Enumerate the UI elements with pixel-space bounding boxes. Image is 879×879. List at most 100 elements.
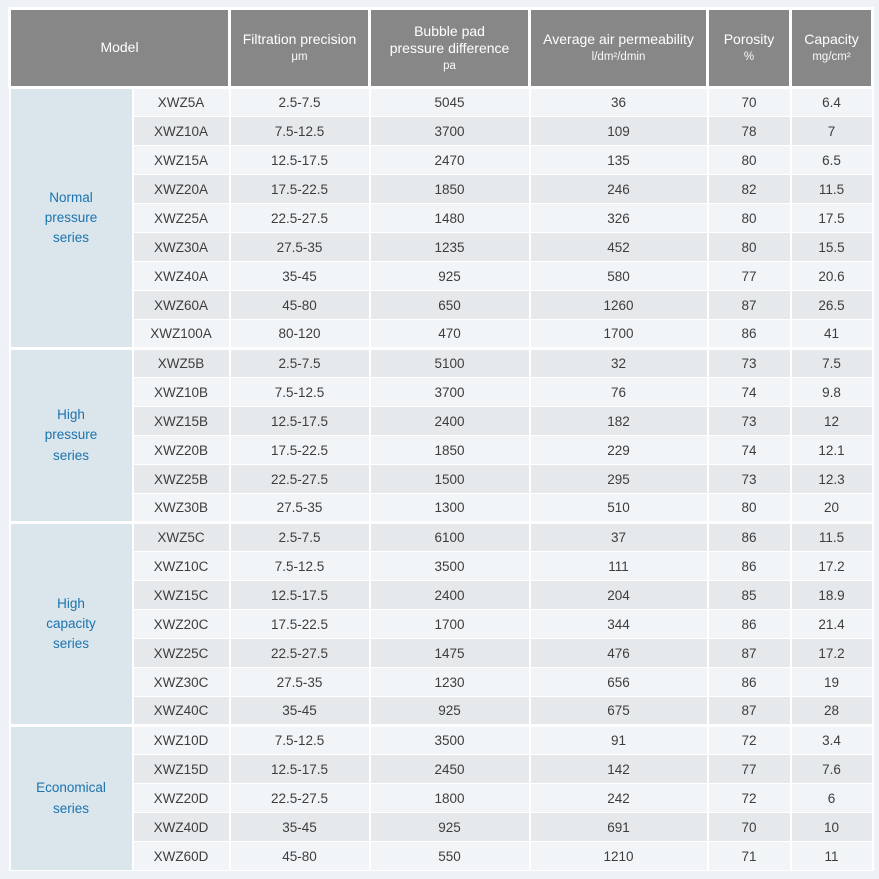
capacity-cell: 12.1	[789, 435, 874, 465]
porosity-cell: 73	[706, 406, 792, 436]
capacity-cell: 28	[789, 696, 874, 726]
precision-cell: 27.5-35	[228, 493, 371, 523]
table-row-xwz10d: Economical series XWZ10D 7.5-12.5 3500 91 72 3…	[8, 724, 874, 871]
model-cell: XWZ20C	[131, 609, 231, 639]
pressure-difference-cell: 2450	[368, 754, 531, 784]
header-bubble-pad-pressure-unit: pa	[443, 59, 456, 72]
pressure-difference-cell: 925	[368, 261, 531, 291]
permeability-cell: 246	[528, 174, 709, 204]
permeability-cell: 32	[528, 347, 709, 378]
header-capacity-unit: mg/cm²	[812, 50, 851, 63]
precision-cell: 12.5-17.5	[228, 406, 371, 436]
precision-cell: 80-120	[228, 319, 371, 349]
porosity-cell: 86	[706, 551, 792, 581]
precision-cell: 7.5-12.5	[228, 551, 371, 581]
capacity-cell: 17.2	[789, 638, 874, 668]
precision-cell: 17.5-22.5	[228, 435, 371, 465]
permeability-cell: 1700	[528, 319, 709, 349]
precision-cell: 35-45	[228, 696, 371, 726]
precision-cell: 17.5-22.5	[228, 609, 371, 639]
porosity-cell: 80	[706, 203, 792, 233]
model-cell: XWZ40A	[131, 261, 231, 291]
table-row-xwz15c: XWZ15C 12.5-17.5 2400 204 85 18.9	[10, 580, 874, 610]
table-row-xwz10b: XWZ10B 7.5-12.5 3700 76 74 9.8	[10, 377, 874, 407]
permeability-cell: 580	[528, 261, 709, 291]
table-row-xwz30a: XWZ30A 27.5-35 1235 452 80 15.5	[10, 232, 874, 262]
capacity-cell: 26.5	[789, 290, 874, 320]
pressure-difference-cell: 925	[368, 812, 531, 842]
table-row-xwz5b: High pressure series XWZ5B 2.5-7.5 5100 32 73…	[8, 347, 874, 523]
pressure-difference-cell: 1475	[368, 638, 531, 668]
table-row-xwz40d: XWZ40D 35-45 925 691 70 10	[10, 812, 874, 842]
pressure-difference-cell: 2400	[368, 580, 531, 610]
model-cell: XWZ15A	[131, 145, 231, 175]
porosity-cell: 80	[706, 232, 792, 262]
model-cell: XWZ10A	[131, 116, 231, 146]
series-cell-high-capacity-series: High capacity series	[8, 521, 134, 726]
pressure-difference-cell: 6100	[368, 521, 531, 552]
table-row-xwz60d: XWZ60D 45-80 550 1210 71 11	[10, 841, 874, 871]
pressure-difference-cell: 650	[368, 290, 531, 320]
permeability-cell: 229	[528, 435, 709, 465]
model-cell: XWZ25A	[131, 203, 231, 233]
model-cell: XWZ20B	[131, 435, 231, 465]
pressure-difference-cell: 3700	[368, 377, 531, 407]
model-cell: XWZ5A	[131, 87, 231, 117]
permeability-cell: 109	[528, 116, 709, 146]
model-cell: XWZ25B	[131, 464, 231, 494]
header-row: Model Filtration precision μm Bubble pad…	[7, 7, 875, 89]
model-cell: XWZ60D	[131, 841, 231, 871]
porosity-cell: 74	[706, 377, 792, 407]
permeability-cell: 675	[528, 696, 709, 726]
header-model: Model	[7, 7, 232, 89]
header-filtration-precision-label: Filtration precision	[242, 31, 357, 48]
header-bubble-pad-pressure: Bubble pad pressure difference pa	[368, 7, 532, 89]
precision-cell: 7.5-12.5	[228, 377, 371, 407]
series-cell-economical-series: Economical series	[8, 724, 134, 871]
capacity-cell: 10	[789, 812, 874, 842]
pressure-difference-cell: 1300	[368, 493, 531, 523]
pressure-difference-cell: 3500	[368, 724, 531, 755]
porosity-cell: 77	[706, 261, 792, 291]
model-cell: XWZ100A	[131, 319, 231, 349]
capacity-cell: 6	[789, 783, 874, 813]
model-cell: XWZ40C	[131, 696, 231, 726]
porosity-cell: 85	[706, 580, 792, 610]
pressure-difference-cell: 5045	[368, 87, 531, 117]
header-air-permeability-unit: l/dm²/dmin	[591, 50, 646, 63]
capacity-cell: 3.4	[789, 724, 874, 755]
porosity-cell: 70	[706, 812, 792, 842]
table-row-xwz25b: XWZ25B 22.5-27.5 1500 295 73 12.3	[10, 464, 874, 494]
table-row-xwz25c: XWZ25C 22.5-27.5 1475 476 87 17.2	[10, 638, 874, 668]
precision-cell: 45-80	[228, 841, 371, 871]
permeability-cell: 36	[528, 87, 709, 117]
capacity-cell: 11.5	[789, 521, 874, 552]
table-row-xwz100a: XWZ100A 80-120 470 1700 86 41	[10, 319, 874, 349]
model-cell: XWZ10B	[131, 377, 231, 407]
precision-cell: 35-45	[228, 812, 371, 842]
capacity-cell: 9.8	[789, 377, 874, 407]
precision-cell: 2.5-7.5	[228, 347, 371, 378]
table-row-xwz60a: XWZ60A 45-80 650 1260 87 26.5	[10, 290, 874, 320]
header-air-permeability: Average air permeability l/dm²/dmin	[528, 7, 710, 89]
precision-cell: 22.5-27.5	[228, 783, 371, 813]
porosity-cell: 87	[706, 638, 792, 668]
model-cell: XWZ40D	[131, 812, 231, 842]
pressure-difference-cell: 3700	[368, 116, 531, 146]
table-row-xwz20c: XWZ20C 17.5-22.5 1700 344 86 21.4	[10, 609, 874, 639]
header-capacity-label: Capacity	[804, 31, 859, 48]
permeability-cell: 135	[528, 145, 709, 175]
model-cell: XWZ15C	[131, 580, 231, 610]
precision-cell: 22.5-27.5	[228, 464, 371, 494]
permeability-cell: 204	[528, 580, 709, 610]
pressure-difference-cell: 470	[368, 319, 531, 349]
table-row-xwz20d: XWZ20D 22.5-27.5 1800 242 72 6	[10, 783, 874, 813]
capacity-cell: 11.5	[789, 174, 874, 204]
model-cell: XWZ15B	[131, 406, 231, 436]
precision-cell: 2.5-7.5	[228, 87, 371, 117]
capacity-cell: 11	[789, 841, 874, 871]
series-cell-high-pressure-series: High pressure series	[8, 347, 134, 523]
table-row-xwz20b: XWZ20B 17.5-22.5 1850 229 74 12.1	[10, 435, 874, 465]
capacity-cell: 19	[789, 667, 874, 697]
